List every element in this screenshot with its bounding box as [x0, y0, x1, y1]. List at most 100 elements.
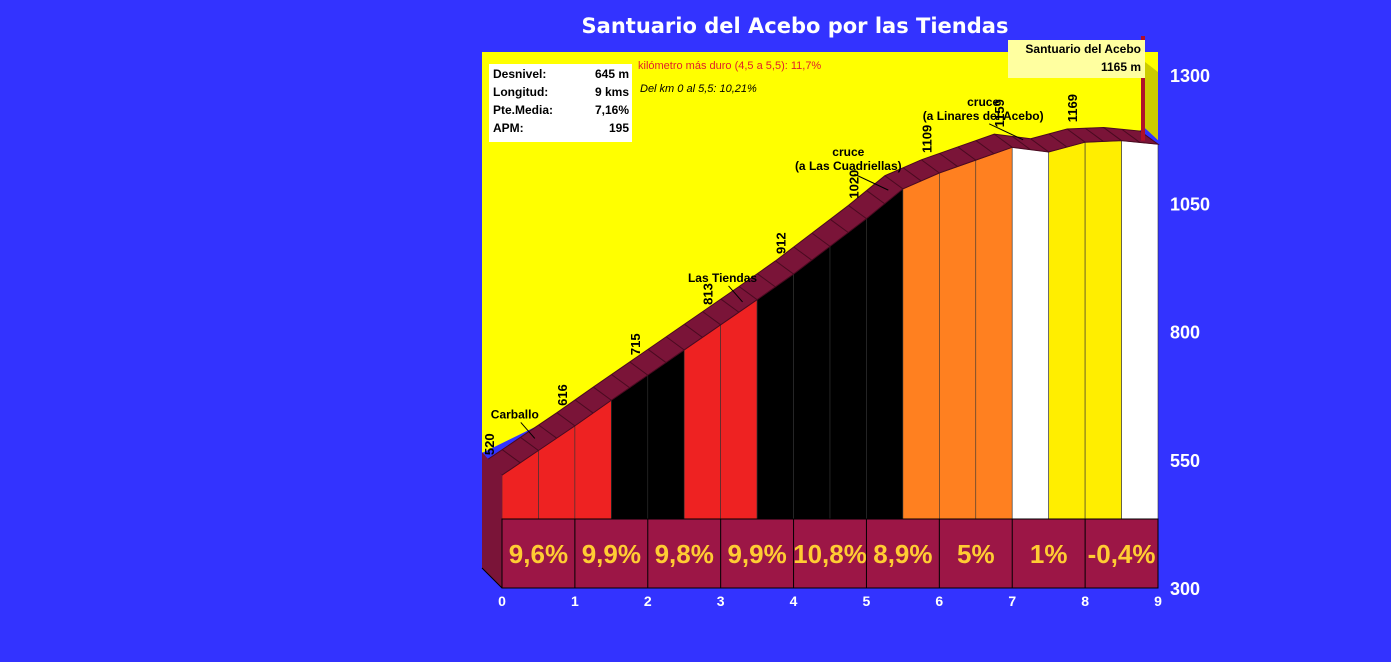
x-tick-label: 7 [1008, 593, 1016, 609]
x-tick-label: 5 [863, 593, 871, 609]
road-texture-line [829, 218, 849, 233]
road-texture-line [647, 348, 667, 363]
road-texture-line [957, 146, 977, 161]
x-tick-label: 6 [935, 593, 943, 609]
place-pointer [988, 123, 1024, 141]
road-texture-line [811, 232, 831, 247]
base-edge [481, 567, 503, 589]
x-tick-label: 3 [717, 593, 725, 609]
road-texture-line [665, 336, 685, 351]
stat-row-desnivel: Desnivel: 645 m [493, 67, 629, 85]
road-texture-line [757, 273, 776, 288]
km-gradient-label: 10,8% [793, 539, 867, 569]
profile-segment [1121, 140, 1159, 520]
panel-side [1145, 62, 1158, 140]
km-gradient-label: 9,8% [655, 539, 714, 569]
km-gradient-label: 9,9% [727, 539, 786, 569]
x-tick-label: 9 [1154, 593, 1162, 609]
summit-name: Santuario del Acebo [1025, 42, 1141, 56]
altitude-label: 813 [701, 283, 716, 305]
profile-segment [939, 159, 977, 520]
road-texture-line [556, 412, 576, 427]
place-pointer [854, 173, 889, 191]
road-texture-line [1085, 127, 1104, 142]
road-texture-line [866, 190, 885, 205]
section-gradient-note: Del km 0 al 5,5: 10,21% [640, 83, 757, 95]
road-texture-line [939, 152, 958, 167]
road-texture-line [1030, 138, 1049, 153]
road-texture-line [629, 361, 649, 376]
profile-segment [1084, 140, 1122, 520]
km-gradient-label: 1% [1030, 539, 1068, 569]
stat-label: Pte.Media: [493, 103, 554, 117]
road-texture-line [775, 260, 794, 275]
gradient-band [501, 518, 1159, 589]
stat-value: 7,16% [594, 103, 629, 117]
km-gradient-label: 8,9% [873, 539, 932, 569]
road-texture-line [593, 386, 612, 401]
road-texture-line [520, 436, 539, 451]
profile-segment [756, 273, 794, 520]
place-label: Las Tiendas [688, 271, 757, 285]
x-tick-label: 4 [790, 593, 798, 609]
road-texture-line [720, 298, 740, 313]
stat-label: Desnivel: [493, 67, 547, 81]
y-tick-label: 1050 [1170, 194, 1210, 214]
y-tick-label: 300 [1170, 579, 1200, 599]
profile-segment [866, 188, 904, 520]
road-texture-line [1048, 133, 1068, 148]
x-tick-label: 8 [1081, 593, 1089, 609]
profile-segment [975, 146, 1013, 520]
x-tick-label: 0 [498, 593, 506, 609]
road-texture-line [574, 399, 594, 414]
profile-segment [683, 324, 721, 520]
road-texture-line [1012, 136, 1031, 151]
y-tick-label: 800 [1170, 323, 1200, 343]
profile-segment [829, 218, 867, 520]
profile-segment [647, 349, 685, 520]
altitude-label: 1169 [1065, 94, 1080, 122]
place-label: cruce [967, 95, 999, 109]
hardest-km-note: kilómetro más duro (4,5 a 5,5): 11,7% [638, 60, 822, 72]
altitude-label: 912 [774, 232, 789, 254]
stat-label: APM: [493, 121, 524, 135]
road-texture-line [538, 424, 557, 439]
road-texture-line [848, 205, 867, 220]
altitude-label: 1109 [919, 125, 934, 153]
altitude-label: 715 [628, 333, 643, 355]
place-pointer [728, 285, 743, 303]
altitude-label: 1159 [992, 99, 1007, 127]
profile-segment [720, 299, 758, 520]
road-texture-line [1103, 127, 1122, 142]
road-texture-line [501, 449, 521, 464]
profile-segment [1011, 146, 1049, 520]
stats-box: Desnivel: 645 m Longitud: 9 kms Pte.Medi… [489, 64, 632, 142]
y-tick-label: 1300 [1170, 66, 1210, 86]
place-label: Carballo [491, 407, 539, 421]
profile-segment [1048, 141, 1086, 520]
altitude-label: 1020 [846, 170, 861, 199]
stat-value: 195 [608, 121, 629, 135]
stat-row-longitud: Longitud: 9 kms [493, 85, 629, 103]
road-texture-line [993, 133, 1013, 148]
altitude-label: 616 [555, 384, 570, 406]
chart-title: Santuario del Acebo por las Tiendas [581, 14, 1009, 38]
road-texture-line [684, 323, 703, 338]
stat-row-pendiente: Pte.Media: 7,16% [493, 103, 629, 121]
road-ribbon [483, 126, 1160, 476]
altitude-label: 520 [482, 433, 497, 455]
stat-value: 9 kms [594, 85, 629, 99]
km-gradient-label: 5% [957, 539, 995, 569]
road-texture-line [884, 175, 904, 190]
stat-row-apm: APM: 195 [493, 121, 629, 139]
road-texture-line [902, 167, 922, 182]
place-pointer [520, 422, 536, 439]
x-tick-label: 1 [571, 593, 579, 609]
y-tick-label: 550 [1170, 451, 1200, 471]
summit-altitude: 1165 m [1100, 60, 1141, 74]
summit-label-box: Santuario del Acebo 1165 m [1008, 40, 1145, 78]
place-label: (a Linares del Acebo) [923, 109, 1044, 123]
stat-value: 645 m [594, 67, 629, 81]
road-texture-line [975, 140, 995, 155]
